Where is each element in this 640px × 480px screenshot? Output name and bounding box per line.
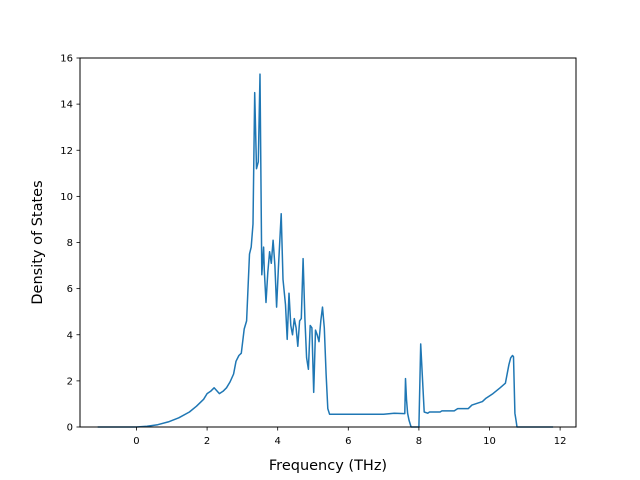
y-tick-label: 14 bbox=[60, 100, 73, 111]
x-tick-label: 10 bbox=[483, 436, 496, 447]
y-tick-label: 6 bbox=[67, 284, 73, 295]
x-axis-ticks: 0 2 4 6 8 10 12 bbox=[133, 427, 566, 447]
x-tick-label: 6 bbox=[345, 436, 351, 447]
y-tick-label: 12 bbox=[60, 146, 73, 157]
x-tick-label: 12 bbox=[554, 436, 567, 447]
y-tick-label: 10 bbox=[60, 192, 73, 203]
x-tick-label: 0 bbox=[133, 436, 139, 447]
x-axis-title: Frequency (THz) bbox=[269, 458, 387, 474]
y-tick-label: 2 bbox=[67, 376, 73, 387]
series-layer bbox=[97, 73, 554, 428]
y-tick-label: 8 bbox=[67, 238, 73, 249]
x-tick-label: 2 bbox=[204, 436, 210, 447]
y-axis-ticks: 0 2 4 6 8 10 12 14 16 bbox=[60, 54, 80, 434]
x-tick-label: 8 bbox=[416, 436, 422, 447]
y-tick-label: 4 bbox=[67, 330, 73, 341]
x-tick-label: 4 bbox=[275, 436, 281, 447]
y-axis-title: Density of States bbox=[30, 180, 46, 304]
dos-series-line bbox=[97, 73, 554, 428]
y-tick-label: 0 bbox=[67, 423, 73, 434]
y-tick-label: 16 bbox=[60, 54, 73, 65]
